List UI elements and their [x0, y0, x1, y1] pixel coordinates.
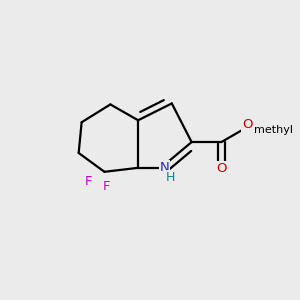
- Text: O: O: [242, 118, 252, 131]
- Text: F: F: [84, 175, 92, 188]
- Text: H: H: [166, 171, 175, 184]
- Text: methyl: methyl: [254, 125, 293, 135]
- Text: O: O: [216, 162, 226, 175]
- Text: N: N: [160, 161, 169, 174]
- Text: F: F: [103, 180, 111, 193]
